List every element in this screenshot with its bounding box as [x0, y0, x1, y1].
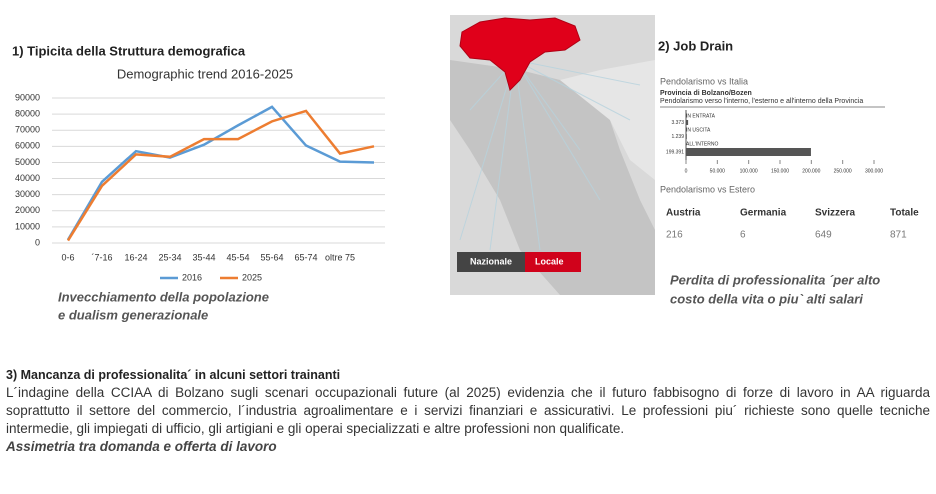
x-tick-label: 35-44	[192, 252, 215, 262]
y-tick-label: 0	[35, 237, 40, 247]
x-tick-label: 200.000	[802, 168, 820, 174]
x-tick-label: ´7-16	[91, 252, 112, 262]
y-tick-label: 40000	[15, 173, 40, 183]
x-tick-label: 45-54	[226, 252, 249, 262]
y-tick-label: 30000	[15, 189, 40, 199]
y-tick-label: 10000	[15, 221, 40, 231]
line-series	[66, 109, 375, 242]
value-label: 3.373	[671, 120, 684, 126]
section-heading: 3) Mancanza di professionalita´ in alcun…	[6, 368, 341, 382]
map-highlight	[459, 17, 581, 91]
category-label: IN USCITA	[686, 127, 711, 133]
x-tick-label: 100.000	[740, 168, 758, 174]
label: Pendolarismo vs Italia	[660, 76, 748, 86]
button-label[interactable]: Locale	[535, 256, 564, 266]
table-cell: 649	[815, 230, 832, 241]
bar	[686, 148, 811, 156]
paragraph: L´indagine della CCIAA di Bolzano sugli …	[6, 385, 930, 436]
category-label: ALL'INTERNO	[686, 141, 718, 147]
button[interactable]	[457, 252, 525, 272]
x-tick-label: 65-74	[294, 252, 317, 262]
line-series	[66, 105, 375, 241]
x-tick-label: oltre 75	[325, 252, 355, 262]
bar	[686, 134, 687, 139]
y-tick-label: 70000	[15, 125, 40, 135]
legend-label: 2016	[182, 272, 202, 282]
table-cell: 6	[740, 230, 746, 241]
table-header: Austria	[666, 208, 701, 219]
caption: costo della vita o piu` alti salari	[670, 291, 863, 306]
x-tick-label: 50.000	[710, 168, 726, 174]
x-tick-label: 0-6	[61, 252, 74, 262]
flow-lines	[459, 59, 641, 251]
y-tick-label: 80000	[15, 108, 40, 118]
table-cell: 871	[890, 230, 907, 241]
emphasis: Assimetria tra domanda e offerta di lavo…	[6, 439, 277, 454]
caption: Invecchiamento della popolazione	[58, 289, 269, 304]
value-label: 1.239	[671, 134, 684, 140]
x-tick-label: 300.000	[865, 168, 883, 174]
x-tick-label: 150.000	[771, 168, 789, 174]
table-header: Totale	[890, 208, 919, 219]
x-tick-label: 250.000	[834, 168, 852, 174]
y-tick-label: 90000	[15, 92, 40, 102]
table-header: Svizzera	[815, 208, 855, 219]
legend-label: 2025	[242, 272, 262, 282]
map: Nazionale Locale	[450, 15, 655, 295]
section-3: 3) Mancanza di professionalita´ in alcun…	[6, 366, 930, 456]
x-tick-label: 25-34	[158, 252, 181, 262]
y-tick-label: 20000	[15, 205, 40, 215]
x-tick-label: 55-64	[260, 252, 283, 262]
table-header: Germania	[740, 208, 787, 219]
x-tick-label: 16-24	[124, 252, 147, 262]
map-region	[450, 60, 655, 295]
caption: Perdita di professionalita ´per alto	[670, 272, 880, 287]
chart-title: Demographic trend 2016-2025	[117, 66, 293, 81]
value-label: 199.391	[666, 149, 684, 155]
map-region	[560, 60, 655, 180]
caption: e dualism generazionale	[58, 307, 208, 322]
button-label[interactable]: Nazionale	[470, 256, 512, 266]
y-tick-label: 50000	[15, 157, 40, 167]
table: Austria Germania Svizzera Totale 216 6 649 871	[666, 208, 919, 241]
table-cell: 216	[666, 230, 683, 241]
section-heading: 1) Tipicita della Struttura demografica	[12, 43, 246, 58]
chart-subtitle: Pendolarismo verso l'interno, l'esterno …	[660, 98, 863, 105]
x-tick-label: 0	[685, 168, 688, 174]
section-heading: 2) Job Drain	[658, 38, 733, 53]
button[interactable]	[525, 252, 581, 272]
category-label: IN ENTRATA	[686, 113, 716, 119]
chart-title: Provincia di Bolzano/Bozen	[660, 90, 752, 97]
bar	[686, 120, 689, 125]
label: Pendolarismo vs Estero	[660, 184, 755, 194]
y-tick-label: 60000	[15, 141, 40, 151]
